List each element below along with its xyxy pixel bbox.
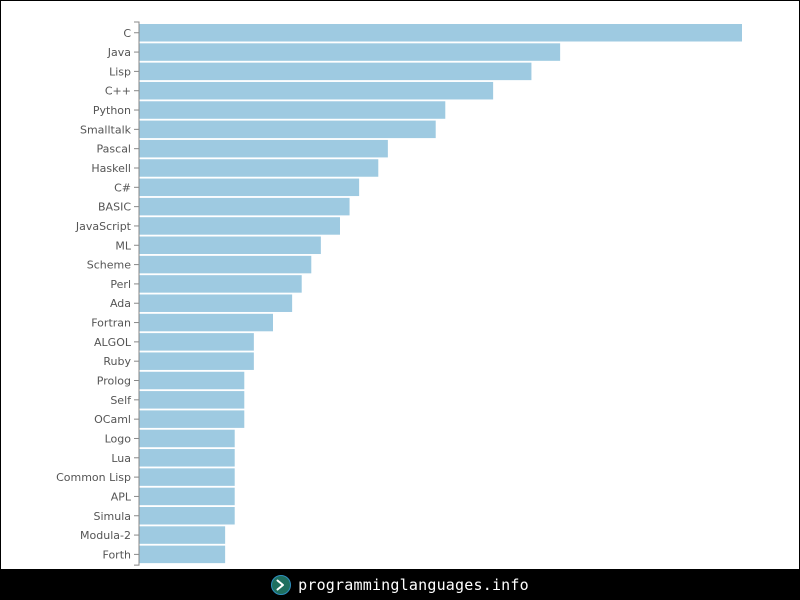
tick-label-algol: ALGOL [94, 336, 132, 349]
tick-label-modula-2: Modula-2 [80, 529, 131, 542]
bar-python [139, 101, 446, 119]
footer-bar: programminglanguages.info [0, 570, 800, 600]
tick-label-scheme: Scheme [87, 259, 131, 272]
bar-ocaml [139, 410, 245, 428]
tick-label-self: Self [110, 394, 132, 407]
tick-label-perl: Perl [110, 278, 131, 291]
tick-label-lua: Lua [111, 452, 131, 465]
bar-pascal [139, 139, 388, 158]
tick-label-simula: Simula [93, 510, 131, 523]
terminal-prompt-icon [271, 575, 292, 595]
bar-java [139, 43, 561, 61]
tick-label-ml: ML [115, 239, 131, 252]
tick-label-ada: Ada [110, 297, 131, 310]
bar-lisp [139, 62, 532, 81]
site-name[interactable]: programminglanguages.info [298, 576, 529, 594]
bar-ml [139, 236, 321, 255]
tick-label-common-lisp: Common Lisp [56, 471, 131, 484]
tick-label-csharp: C# [114, 181, 131, 194]
y-axis [134, 21, 140, 566]
tick-label-c: C [123, 27, 131, 40]
tick-label-smalltalk: Smalltalk [80, 123, 132, 136]
tick-label-haskell: Haskell [91, 162, 131, 175]
bar-haskell [139, 159, 379, 177]
tick-label-javascript: JavaScript [75, 220, 132, 233]
tick-label-logo: Logo [105, 432, 132, 445]
bar-lua [139, 449, 235, 467]
bar-modula-2 [139, 526, 226, 544]
tick-label-ocaml: OCaml [94, 413, 131, 426]
bar-javascript [139, 217, 340, 235]
bar-csharp [139, 178, 360, 197]
bar-perl [139, 275, 302, 293]
tick-label-pascal: Pascal [97, 143, 131, 156]
tick-label-cpp: C++ [105, 85, 131, 98]
tick-labels-group: C Java Lisp C++ Python Smalltalk Pascal Haskell… [56, 27, 132, 562]
tick-label-ruby: Ruby [103, 355, 131, 368]
bar-smalltalk [139, 120, 436, 139]
bar-ada [139, 294, 293, 312]
tick-label-prolog: Prolog [97, 375, 131, 388]
bar-common-lisp [139, 468, 235, 486]
tick-label-python: Python [93, 104, 131, 117]
bar-ruby [139, 352, 254, 370]
y-axis-line [134, 21, 140, 566]
bar-scheme [139, 255, 312, 274]
bar-apl [139, 487, 235, 506]
bars-group [139, 24, 742, 564]
tick-label-apl: APL [111, 490, 132, 503]
bar-cpp [139, 81, 494, 100]
bar-forth [139, 545, 226, 564]
bar-prolog [139, 371, 245, 390]
bar-self [139, 391, 245, 409]
bar-c [139, 24, 742, 42]
bar-algol [139, 333, 254, 351]
tick-label-fortran: Fortran [91, 317, 131, 330]
bar-simula [139, 507, 235, 525]
tick-label-lisp: Lisp [109, 65, 131, 78]
bar-logo [139, 429, 235, 448]
bar-fortran [139, 313, 273, 332]
tick-label-basic: BASIC [98, 201, 131, 214]
bar-chart: C Java Lisp C++ Python Smalltalk Pascal Haskell… [56, 21, 742, 566]
tick-label-forth: Forth [103, 548, 132, 561]
bar-basic [139, 197, 350, 216]
chart-frame: C Java Lisp C++ Python Smalltalk Pascal Haskell… [1, 1, 799, 569]
tick-label-java: Java [107, 46, 131, 59]
